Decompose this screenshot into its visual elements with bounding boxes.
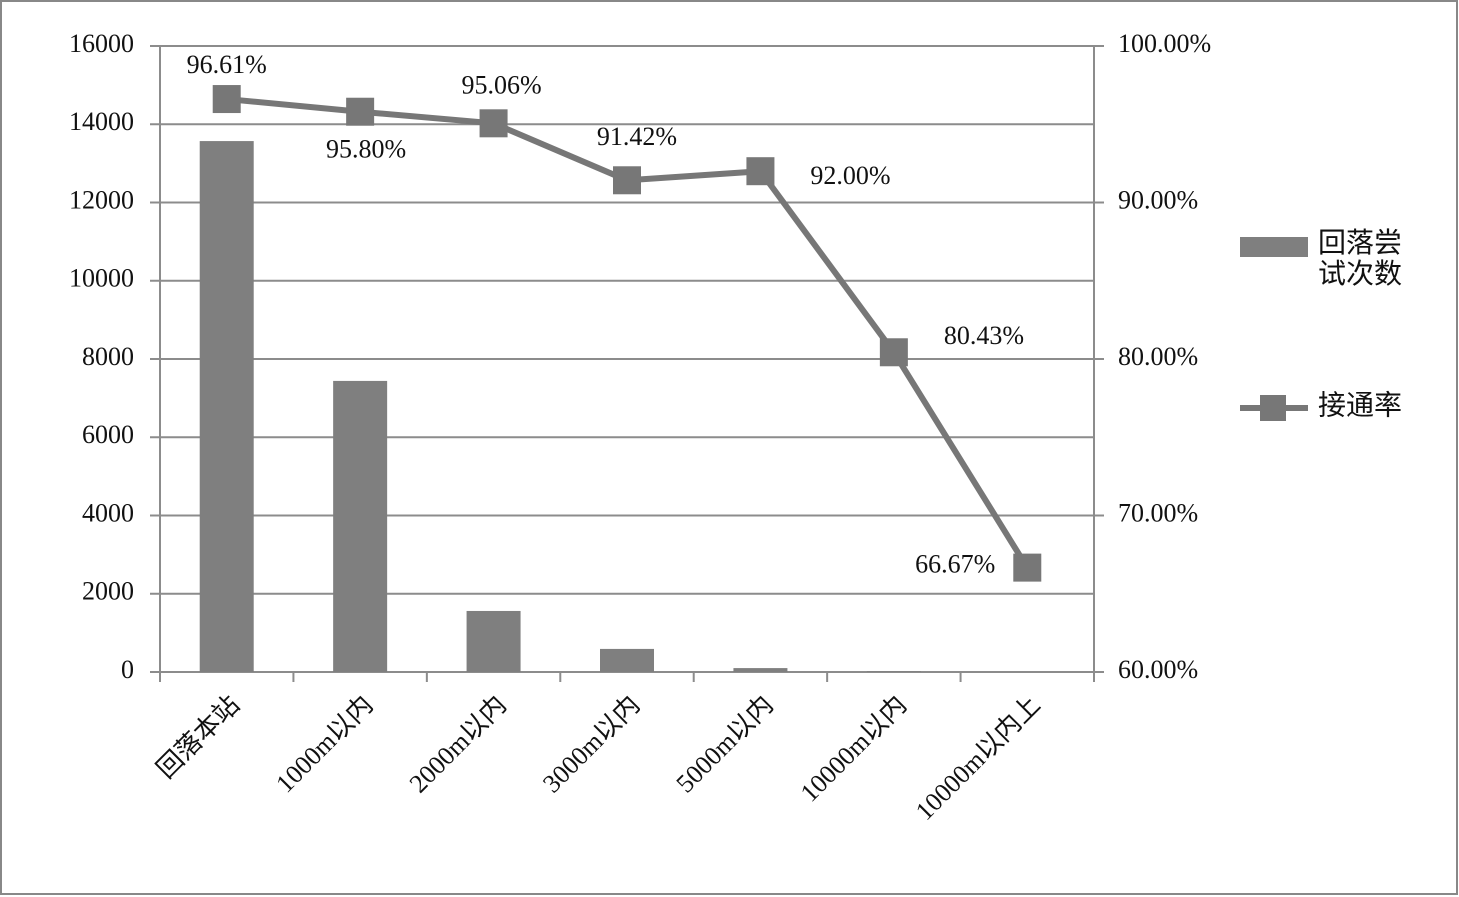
y-tick-label: 14000 <box>69 107 134 136</box>
y2-tick-label: 60.00% <box>1118 655 1198 684</box>
bar <box>866 671 921 672</box>
y2-tick-label: 100.00% <box>1118 29 1211 58</box>
data-label: 92.00% <box>810 161 890 190</box>
legend-swatch <box>1240 237 1308 257</box>
bar <box>733 668 788 672</box>
marker <box>212 85 241 114</box>
marker <box>479 109 508 138</box>
y2-tick-label: 80.00% <box>1118 342 1198 371</box>
bar <box>199 141 254 673</box>
marker <box>746 157 775 186</box>
legend-label: 接通率 <box>1318 389 1402 421</box>
x-tick-label: 5000m以内 <box>671 690 779 798</box>
y-tick-label: 6000 <box>82 420 134 449</box>
y-tick-label: 4000 <box>82 498 134 527</box>
y-tick-label: 16000 <box>69 29 134 58</box>
y-tick-label: 10000 <box>69 264 134 293</box>
y-tick-label: 12000 <box>69 185 134 214</box>
x-tick-label: 10000m以内 <box>795 690 913 808</box>
y-tick-label: 0 <box>121 655 134 684</box>
legend-label: 回落尝试次数 <box>1318 228 1403 290</box>
data-label: 96.61% <box>187 50 267 79</box>
x-tick-label: 回落本站 <box>151 690 245 784</box>
y-tick-label: 2000 <box>82 577 134 606</box>
x-tick-label: 1000m以内 <box>270 690 378 798</box>
x-tick-label: 10000m以内上 <box>910 690 1046 826</box>
legend-marker <box>1260 395 1286 421</box>
y2-tick-label: 90.00% <box>1118 185 1198 214</box>
marker <box>879 338 908 367</box>
data-label: 91.42% <box>597 122 677 151</box>
data-label: 66.67% <box>915 550 995 579</box>
x-tick-label: 3000m以内 <box>537 690 645 798</box>
marker <box>1013 553 1042 582</box>
bar <box>333 380 388 672</box>
y2-tick-label: 70.00% <box>1118 498 1198 527</box>
bar <box>600 648 654 672</box>
data-label: 95.06% <box>461 70 541 99</box>
y-tick-label: 8000 <box>82 342 134 371</box>
marker <box>613 166 641 195</box>
data-label: 95.80% <box>326 135 406 164</box>
marker <box>346 97 375 126</box>
bar <box>466 610 521 672</box>
data-label: 80.43% <box>944 321 1024 350</box>
x-tick-label: 2000m以内 <box>404 690 512 798</box>
